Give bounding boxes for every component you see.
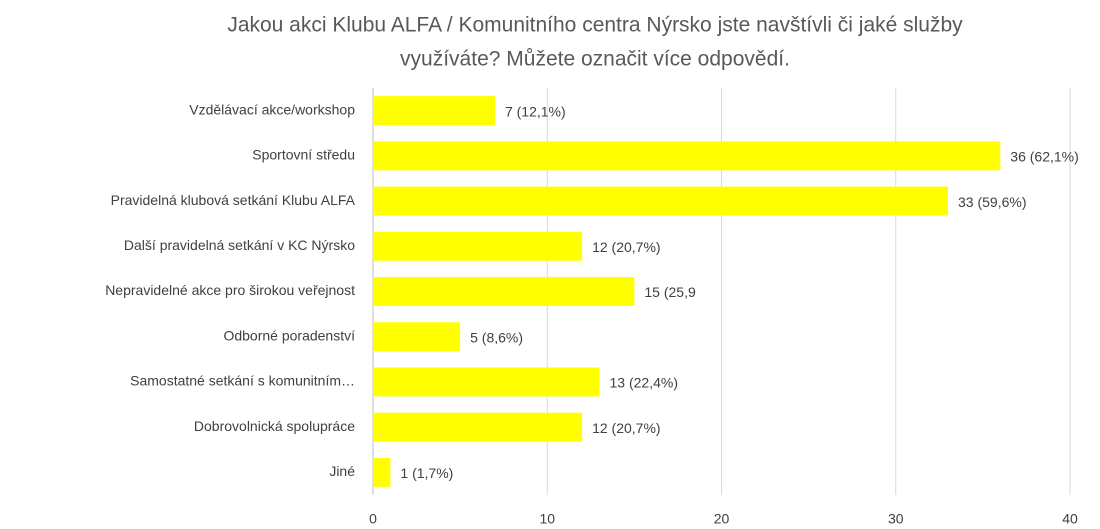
y-tick-label: Dobrovolnická spolupráce [194, 418, 355, 434]
bar [373, 412, 583, 442]
data-label: 33 (59,6%) [958, 194, 1026, 210]
data-label: 12 (20,7%) [592, 239, 660, 255]
data-label: 12 (20,7%) [592, 420, 660, 436]
bar [373, 457, 391, 487]
data-label: 7 (12,1%) [505, 103, 566, 119]
y-tick-label: Pravidelná klubová setkání Klubu ALFA [111, 192, 356, 208]
y-tick-label: Nepravidelné akce pro širokou veřejnost [105, 282, 355, 298]
data-label: 5 (8,6%) [470, 329, 523, 345]
y-tick-label: Sportovní středu [252, 147, 355, 163]
bar [373, 141, 1001, 171]
chart-title: využíváte? Můžete označit více odpovědí. [400, 48, 790, 71]
y-tick-label: Samostatné setkání s komunitním… [130, 373, 355, 389]
data-label: 1 (1,7%) [400, 465, 453, 481]
y-tick-label: Jiné [329, 463, 355, 479]
y-tick-label: Odborné poradenství [223, 327, 355, 343]
data-label: 15 (25,9 [644, 284, 696, 300]
data-label: 36 (62,1%) [1010, 149, 1078, 165]
y-tick-label: Další pravidelná setkání v KC Nýrsko [124, 237, 355, 253]
bar [373, 186, 949, 216]
x-tick-label: 10 [539, 511, 555, 527]
data-label: 13 (22,4%) [610, 375, 678, 391]
bar [373, 96, 495, 126]
x-tick-label: 20 [714, 511, 730, 527]
bar [373, 231, 583, 261]
x-tick-label: 0 [369, 511, 377, 527]
y-tick-label: Vzdělávací akce/workshop [189, 101, 355, 117]
x-tick-label: 30 [888, 511, 904, 527]
bar [373, 277, 635, 306]
x-tick-label: 40 [1062, 511, 1078, 527]
bar [373, 367, 600, 397]
bar [373, 322, 461, 352]
chart-title: Jakou akci Klubu ALFA / Komunitního cent… [227, 14, 963, 37]
